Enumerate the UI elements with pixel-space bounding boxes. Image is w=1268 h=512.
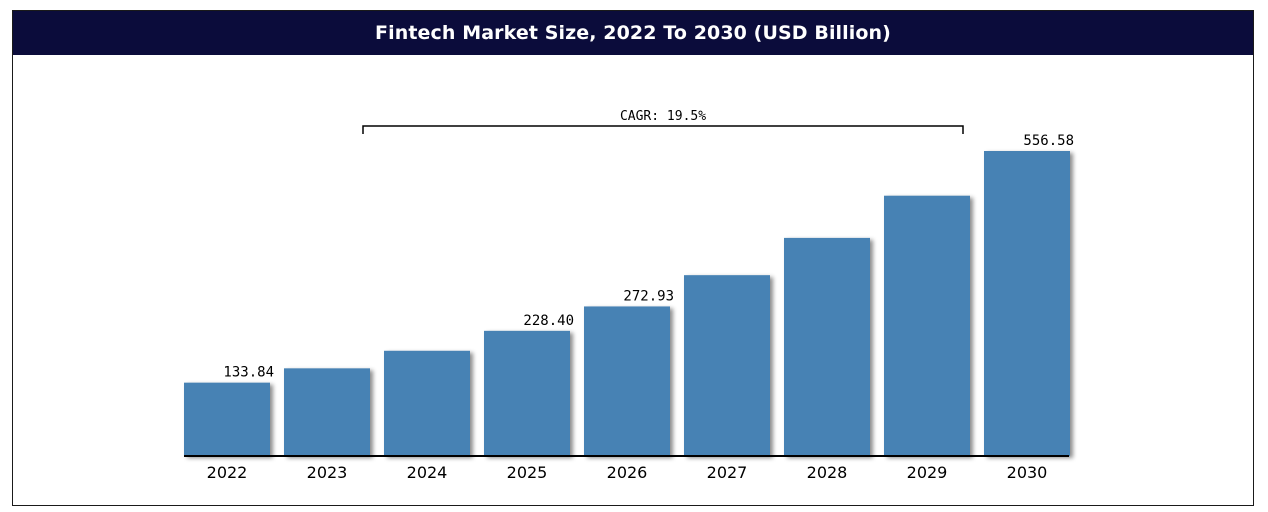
bar-2024	[384, 350, 470, 456]
cagr-label: CAGR: 19.5%	[620, 109, 706, 124]
data-label-2026: 272.93	[623, 288, 674, 304]
bar-2029	[884, 195, 970, 456]
x-tick-label-2023: 2023	[307, 463, 348, 482]
x-tick-label-2024: 2024	[407, 463, 448, 482]
x-tick-label-2022: 2022	[207, 463, 248, 482]
x-tick-label-2030: 2030	[1007, 463, 1048, 482]
x-tick-label-2028: 2028	[807, 463, 848, 482]
cagr-bracket	[362, 125, 964, 134]
data-label-2030: 556.58	[1023, 133, 1074, 149]
labels-layer: 2022 133.84 2023 2024 2025 228.40 2026 272.93 20…	[207, 133, 1074, 482]
chart-title: Fintech Market Size, 2022 To 2030 (USD B…	[13, 11, 1253, 55]
bar-2026	[584, 306, 670, 456]
bar-2030	[984, 151, 1070, 456]
data-label-2025: 228.40	[523, 313, 574, 329]
data-label-2022: 133.84	[223, 365, 274, 381]
x-tick-label-2026: 2026	[607, 463, 648, 482]
bar-2027	[684, 275, 770, 456]
bar-2023	[284, 368, 370, 456]
bar-2022	[184, 382, 270, 456]
x-tick-label-2027: 2027	[707, 463, 748, 482]
x-tick-label-2029: 2029	[907, 463, 948, 482]
cagr-annotation: CAGR: 19.5%	[362, 109, 964, 134]
bars-layer	[184, 151, 1070, 456]
bar-2025	[484, 330, 570, 456]
x-tick-label-2025: 2025	[507, 463, 548, 482]
bar-2028	[784, 237, 870, 456]
